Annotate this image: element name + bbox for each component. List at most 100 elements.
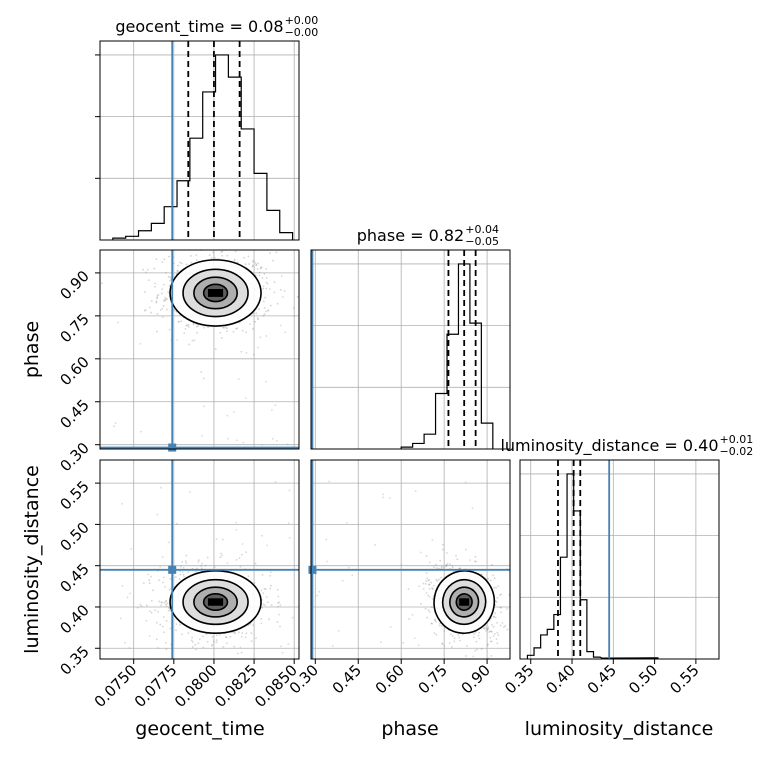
sample-point bbox=[175, 623, 178, 626]
sample-point bbox=[156, 312, 159, 315]
sample-point bbox=[281, 651, 284, 654]
sample-point bbox=[160, 604, 162, 607]
y-tick-label: 0.35 bbox=[56, 642, 92, 678]
sample-point bbox=[491, 630, 493, 633]
sample-point bbox=[145, 271, 147, 274]
histogram-bar bbox=[587, 652, 594, 659]
sample-point bbox=[235, 521, 238, 524]
contour-line bbox=[193, 276, 239, 310]
sample-point bbox=[464, 548, 467, 551]
sample-point bbox=[284, 331, 287, 334]
sample-point bbox=[440, 625, 443, 628]
sample-point bbox=[483, 627, 486, 630]
sample-point bbox=[277, 595, 280, 598]
sample-point bbox=[493, 615, 495, 618]
sample-point bbox=[150, 599, 153, 602]
sample-point bbox=[430, 581, 433, 584]
sample-point bbox=[161, 316, 164, 319]
sample-point bbox=[263, 272, 266, 275]
title-geocent_time: geocent_time = 0.08 +0.00−0.00 bbox=[115, 14, 318, 39]
sample-point bbox=[225, 642, 228, 644]
sample-point bbox=[164, 296, 166, 299]
sample-point bbox=[238, 557, 241, 560]
sample-point bbox=[426, 616, 429, 619]
sample-point bbox=[419, 602, 422, 605]
sample-point bbox=[273, 291, 276, 294]
sample-point bbox=[150, 575, 153, 578]
sample-point bbox=[263, 307, 266, 309]
title-luminosity_distance: luminosity_distance = 0.40 +0.01−0.02 bbox=[500, 433, 753, 458]
sample-point bbox=[185, 324, 188, 327]
x-axis-label-geocent_time: geocent_time bbox=[135, 718, 264, 740]
sample-point bbox=[471, 507, 474, 510]
sample-point bbox=[441, 643, 444, 645]
sample-point bbox=[206, 556, 209, 559]
sample-point bbox=[244, 397, 247, 400]
sample-point bbox=[240, 350, 243, 353]
sample-point bbox=[265, 268, 268, 270]
sample-point bbox=[433, 632, 436, 635]
sample-point bbox=[478, 637, 481, 640]
sample-point bbox=[201, 562, 203, 565]
sample-point bbox=[154, 609, 157, 612]
sample-point bbox=[210, 644, 213, 647]
sample-point bbox=[165, 600, 168, 602]
sample-point bbox=[244, 263, 247, 265]
sample-point bbox=[430, 622, 433, 625]
sample-point bbox=[184, 560, 187, 563]
sample-point bbox=[501, 622, 504, 624]
sample-point bbox=[499, 594, 501, 597]
sample-point bbox=[418, 585, 421, 588]
sample-point bbox=[425, 572, 428, 574]
sample-point bbox=[234, 250, 237, 253]
sample-point bbox=[265, 380, 267, 383]
histogram-bar bbox=[280, 233, 293, 240]
sample-point bbox=[473, 632, 476, 635]
sample-point bbox=[484, 624, 487, 627]
sample-point bbox=[262, 300, 265, 303]
title-minus: −0.05 bbox=[465, 235, 499, 248]
sample-point bbox=[117, 321, 119, 324]
sample-point bbox=[245, 632, 248, 635]
sample-point bbox=[267, 309, 269, 312]
sample-point bbox=[259, 336, 262, 339]
title-minus: −0.00 bbox=[285, 26, 319, 39]
sample-point bbox=[457, 634, 460, 636]
sample-point bbox=[197, 325, 200, 327]
sample-point bbox=[287, 522, 290, 525]
sample-point bbox=[269, 587, 272, 590]
sample-point bbox=[156, 296, 159, 299]
sample-point bbox=[451, 566, 454, 569]
sample-point bbox=[255, 264, 257, 266]
sample-point bbox=[459, 567, 461, 570]
contour-line bbox=[182, 578, 249, 626]
title-plus: +0.04 bbox=[465, 223, 499, 236]
sample-point bbox=[276, 621, 279, 623]
sample-point bbox=[226, 562, 229, 565]
x-tick-label: 0.35 bbox=[501, 661, 537, 697]
sample-point bbox=[265, 287, 268, 290]
sample-point bbox=[445, 563, 448, 566]
sample-point bbox=[160, 601, 163, 604]
sample-point bbox=[257, 318, 260, 321]
sample-point bbox=[196, 331, 199, 334]
sample-point bbox=[252, 624, 255, 627]
sample-point bbox=[504, 625, 507, 627]
sample-point bbox=[177, 264, 179, 267]
contour-line bbox=[202, 593, 229, 611]
y-axis-label-phase: phase bbox=[21, 321, 43, 378]
sample-point bbox=[164, 271, 167, 274]
sample-point bbox=[491, 624, 493, 626]
sample-point bbox=[196, 323, 198, 326]
sample-point bbox=[258, 271, 261, 274]
sample-point bbox=[472, 636, 475, 639]
sample-point bbox=[160, 486, 162, 489]
sample-point bbox=[261, 573, 264, 576]
sample-point bbox=[234, 632, 237, 635]
sample-point bbox=[250, 632, 253, 634]
sample-point bbox=[139, 342, 142, 345]
sample-point bbox=[263, 604, 266, 606]
sample-point bbox=[233, 259, 236, 262]
sample-point bbox=[493, 577, 496, 580]
